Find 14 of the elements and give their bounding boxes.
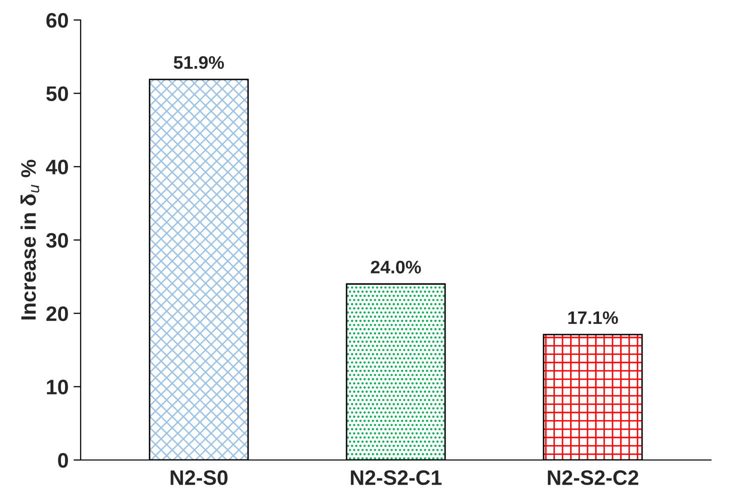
x-tick-label: N2-S2-C2 bbox=[548, 470, 638, 486]
data-label: 17.1% bbox=[568, 311, 618, 324]
data-label: 51.9% bbox=[174, 56, 224, 69]
y-tick-label: 30 bbox=[46, 233, 68, 248]
y-axis-title: Increase in δ$_{u}$ % bbox=[20, 160, 40, 320]
x-tick-label: N2-S0 bbox=[170, 470, 228, 486]
y-tick-label: 10 bbox=[46, 380, 68, 394]
y-tick-label: 40 bbox=[46, 160, 68, 174]
x-tick-label: N2-S2-C1 bbox=[350, 470, 442, 486]
data-label: 24.0% bbox=[370, 260, 421, 274]
y-tick-label: 50 bbox=[46, 86, 68, 102]
y-tick-label: 0 bbox=[58, 453, 68, 468]
y-tick-label: 20 bbox=[46, 306, 68, 322]
y-tick-label: 60 bbox=[46, 13, 68, 28]
